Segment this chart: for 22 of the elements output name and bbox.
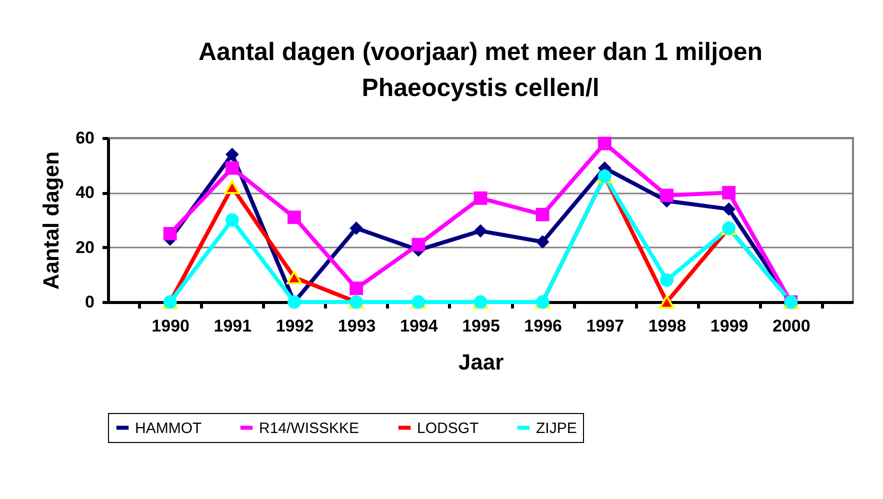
x-tick-label: 1993 (338, 316, 376, 336)
x-tick-label: 1995 (462, 316, 500, 336)
legend-label: LODSGT (417, 420, 479, 437)
x-tick-label: 1998 (648, 316, 686, 336)
legend-label: HAMMOT (135, 420, 202, 437)
x-axis-title: Jaar (458, 350, 504, 374)
y-tick-label: 60 (76, 128, 94, 148)
x-tick-label: 1997 (586, 316, 624, 336)
x-tick-label: 1996 (524, 316, 562, 336)
y-tick-label: 20 (76, 238, 94, 257)
y-tick-label: 40 (76, 183, 94, 202)
chart-title: Aantal dagen (voorjaar) met meer dan 1 miljoen Phaeocystis cellen/l (198, 38, 763, 102)
y-tick-label: 0 (85, 292, 94, 312)
x-tick-label: 1990 (152, 316, 190, 336)
y-axis-title: Aantal dagen (38, 151, 64, 290)
x-tick-label: 1992 (276, 316, 314, 336)
x-tick-label: 1991 (214, 316, 252, 336)
legend-label: ZIJPE (536, 420, 577, 437)
legend-label: R14/WISSKKE (259, 420, 360, 437)
x-tick-label: 1999 (710, 316, 748, 336)
x-tick-label: 2000 (772, 316, 810, 336)
x-tick-label: 1994 (400, 316, 438, 336)
